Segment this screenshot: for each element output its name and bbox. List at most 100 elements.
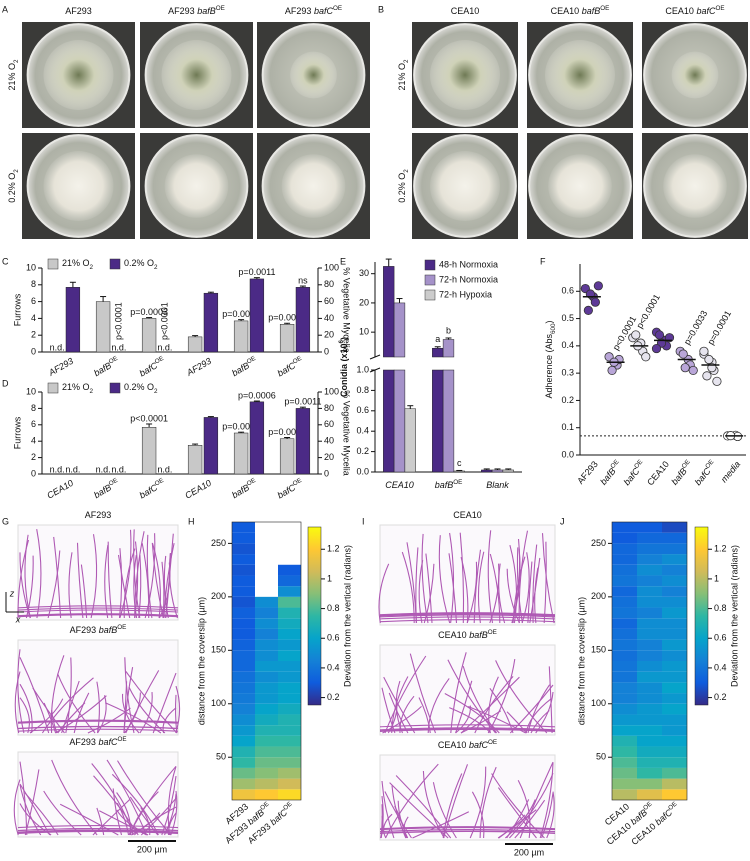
plate-column-label: AF293 — [65, 6, 92, 16]
value-label: n.d. — [157, 342, 172, 352]
tick-label: 60 — [324, 296, 334, 306]
bar — [141, 318, 157, 353]
tick-label: 0.2 — [561, 395, 574, 405]
heat-cell — [232, 746, 255, 758]
tick-label: 50 — [596, 752, 606, 762]
heat-cell — [637, 596, 662, 608]
tick-label: 1 — [327, 573, 332, 583]
hypha — [146, 534, 153, 619]
heat-cell — [662, 661, 687, 672]
hypha — [498, 809, 537, 839]
heat-cell — [278, 789, 301, 800]
text-part: AF293 — [285, 6, 314, 16]
hypha-base — [17, 825, 179, 829]
heat-cell — [232, 628, 255, 640]
hypha-base — [17, 614, 179, 618]
legend-label: 21% O2 — [62, 382, 94, 395]
heat-cell — [278, 735, 301, 747]
tick-label: 0.0 — [356, 466, 369, 476]
hypha-base — [17, 830, 179, 835]
text-part: AF293 — [575, 459, 600, 486]
bar — [233, 320, 249, 353]
hypha — [104, 544, 109, 619]
hypha — [68, 552, 73, 619]
hypha — [106, 759, 147, 836]
y-axis-label: distance from the coverslip (µm) — [576, 597, 586, 725]
heat-cell — [637, 661, 662, 672]
hypha — [530, 710, 550, 734]
text-part: OE — [681, 459, 692, 470]
tick-label: 60 — [324, 419, 334, 429]
annotation: p=0.0001 — [706, 309, 734, 347]
tick-label: 0.6 — [356, 405, 369, 415]
hypha — [401, 551, 415, 624]
x-tick-label: bafCOE — [692, 459, 719, 488]
hypha — [161, 561, 165, 619]
tick-label: 2 — [31, 452, 36, 462]
tick-label: 0.4 — [561, 340, 574, 350]
bar — [502, 469, 514, 473]
tick-label: 0 — [31, 468, 36, 478]
heat-cell — [612, 746, 637, 758]
bar — [187, 445, 203, 475]
heat-cell — [232, 564, 255, 576]
heat-cell — [662, 607, 687, 619]
hypha — [14, 671, 21, 734]
text-part: 2 — [154, 264, 158, 271]
tick-label: 0.8 — [356, 385, 369, 395]
annotation: p=0.0011 — [238, 267, 275, 277]
x-tick-label: bafCOE — [275, 355, 305, 379]
heat-cell — [278, 746, 301, 758]
heat-cell — [232, 639, 255, 651]
heat-cell — [612, 532, 637, 544]
text-part: Conidia (x10 — [339, 344, 349, 398]
heat-cell — [662, 671, 687, 683]
panel-label: B — [378, 4, 384, 14]
text-part: CEA10 — [438, 740, 469, 750]
text-part: OE — [292, 355, 303, 366]
hypha-base — [379, 826, 556, 830]
heat-cell — [662, 757, 687, 768]
text-part: AF293 — [69, 737, 98, 747]
text-part: 21% O — [7, 63, 17, 91]
tick-label: 100 — [324, 386, 339, 396]
heat-cell — [637, 543, 662, 555]
heat-cell — [612, 661, 637, 672]
hypha — [447, 659, 497, 734]
text-part: bafC — [696, 6, 716, 16]
heat-cell — [278, 596, 301, 608]
heat-cell — [232, 607, 255, 619]
hyphae — [17, 528, 179, 619]
heat-cell — [637, 554, 662, 565]
hypha — [466, 561, 478, 624]
point — [641, 352, 651, 362]
heat-cell — [278, 778, 301, 790]
hypha — [467, 705, 526, 734]
plate-row-label: 0.2% O2 — [397, 169, 410, 203]
hypha — [19, 683, 33, 734]
x-tick-label: bafBOE — [669, 459, 695, 487]
tick-label: 4 — [31, 313, 36, 323]
heat-cell — [637, 693, 662, 704]
annotation: p<0.0001 — [159, 302, 169, 340]
legend-swatch — [424, 274, 436, 286]
text-part: CEA10 — [665, 6, 696, 16]
text-part: CEA10 — [438, 630, 469, 640]
heat-cell — [637, 532, 662, 544]
heat-cell — [637, 789, 662, 800]
x-tick-label: Blank — [486, 480, 509, 490]
hypha — [25, 555, 34, 619]
text-part: 21% O — [397, 63, 407, 91]
hypha — [13, 779, 21, 836]
x-tick-label: CEA10 — [45, 478, 75, 501]
heat-cell — [232, 789, 255, 800]
heat-cell — [637, 757, 662, 768]
hypha — [541, 533, 555, 624]
hypha — [19, 657, 50, 734]
heat-cell — [278, 757, 301, 768]
tick-label: 100 — [211, 698, 226, 708]
bar-upper — [442, 339, 455, 358]
hypha-base — [379, 613, 556, 617]
annotation: p=0.0011 — [284, 397, 321, 407]
heat-cell — [255, 639, 278, 651]
